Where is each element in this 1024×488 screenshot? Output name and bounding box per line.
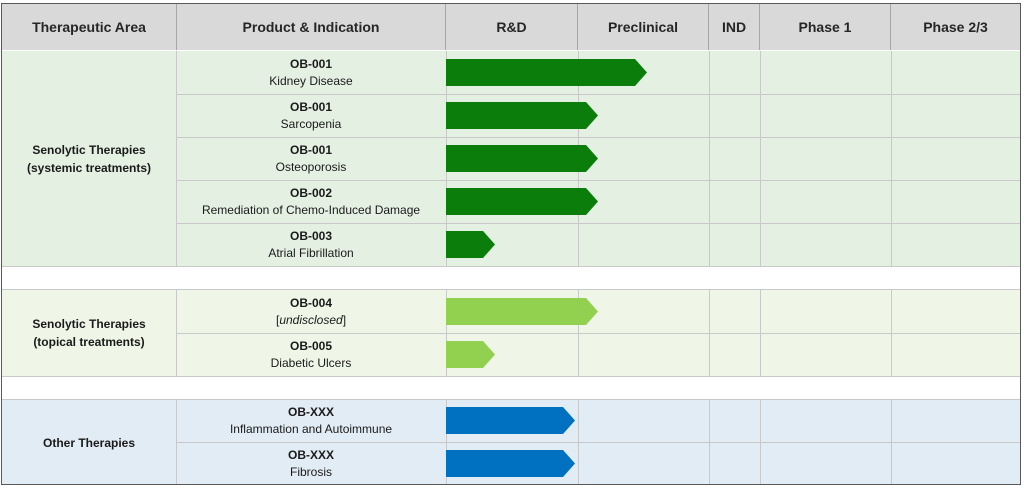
header-stage-phase1: Phase 1	[760, 4, 891, 50]
progress-arrow	[446, 341, 495, 368]
progress-arrow	[446, 407, 575, 434]
group-label-systemic: Senolytic Therapies (systemic treatments…	[2, 51, 176, 266]
progress-arrow-shape	[446, 231, 495, 258]
progress-arrow-shape	[446, 59, 647, 86]
product-cell: OB-001 Kidney Disease	[177, 51, 445, 94]
row-divider	[177, 137, 1020, 138]
band-divider	[2, 289, 1020, 290]
product-cell: OB-001 Osteoporosis	[177, 137, 445, 180]
product-code: OB-001	[289, 142, 333, 157]
product-cell: OB-XXX Inflammation and Autoimmune	[177, 400, 445, 442]
product-indication: [undisclosed]	[276, 312, 346, 329]
band-divider	[2, 266, 1020, 267]
progress-arrow-shape	[446, 145, 598, 172]
header-product-indication: Product & Indication	[177, 4, 446, 50]
product-code: OB-005	[289, 338, 333, 353]
column-divider	[760, 290, 761, 376]
group-label-line1: Senolytic Therapies	[32, 142, 146, 157]
row-divider	[177, 94, 1020, 95]
group-label-line1: Other Therapies	[42, 435, 136, 450]
row-divider	[177, 223, 1020, 224]
column-divider	[709, 51, 710, 266]
header-stage-rd: R&D	[446, 4, 578, 50]
header-stage-phase23: Phase 2/3	[891, 4, 1020, 50]
column-divider	[760, 400, 761, 485]
product-cell: OB-005 Diabetic Ulcers	[177, 333, 445, 376]
band-divider	[2, 376, 1020, 377]
progress-arrow	[446, 450, 575, 477]
row-divider	[177, 180, 1020, 181]
product-code: OB-003	[289, 228, 333, 243]
row-divider	[177, 333, 1020, 334]
progress-arrow-shape	[446, 450, 575, 477]
product-code: OB-XXX	[287, 405, 334, 419]
product-indication: Osteoporosis	[275, 159, 347, 174]
progress-arrow-shape	[446, 407, 575, 434]
product-indication: Sarcopenia	[280, 116, 342, 131]
product-cell: OB-004 [undisclosed]	[177, 290, 445, 333]
column-divider	[709, 400, 710, 485]
column-divider	[891, 400, 892, 485]
product-code: OB-XXX	[287, 447, 334, 462]
column-divider	[760, 51, 761, 266]
progress-arrow	[446, 59, 647, 86]
product-indication: Kidney Disease	[269, 73, 353, 88]
column-divider	[709, 290, 710, 376]
product-cell: OB-XXX Fibrosis	[177, 442, 445, 485]
product-code: OB-001	[289, 99, 333, 114]
product-code: OB-002	[289, 185, 333, 200]
column-divider	[578, 400, 579, 485]
product-indication: Remediation of Chemo-Induced Damage	[201, 202, 421, 217]
progress-arrow	[446, 188, 598, 215]
progress-arrow-shape	[446, 102, 598, 129]
product-cell: OB-002 Remediation of Chemo-Induced Dama…	[177, 180, 445, 223]
product-cell: OB-001 Sarcopenia	[177, 94, 445, 137]
column-divider	[891, 51, 892, 266]
progress-arrow	[446, 145, 598, 172]
header-therapeutic-area: Therapeutic Area	[2, 4, 177, 50]
column-divider	[446, 290, 447, 376]
progress-arrow-shape	[446, 341, 495, 368]
group-label-line2: (systemic treatments)	[26, 160, 152, 175]
row-divider	[177, 442, 1020, 443]
column-divider	[446, 400, 447, 485]
bracket-close: ]	[342, 312, 347, 327]
group-label-line1: Senolytic Therapies	[32, 317, 146, 331]
product-code: OB-004	[289, 295, 333, 310]
product-indication-italic: undisclosed	[279, 312, 343, 327]
progress-arrow-shape	[446, 298, 598, 325]
product-code: OB-001	[289, 56, 333, 71]
group-label-other: Other Therapies	[2, 400, 176, 485]
group-label-line2: (topical treatments)	[33, 335, 145, 349]
column-divider	[176, 400, 177, 485]
progress-arrow	[446, 231, 495, 258]
column-divider	[578, 290, 579, 376]
column-divider	[176, 290, 177, 376]
header-stage-preclinical: Preclinical	[578, 4, 709, 50]
band-divider	[2, 399, 1020, 400]
progress-arrow	[446, 298, 598, 325]
product-indication: Inflammation and Autoimmune	[229, 422, 393, 436]
product-indication: Atrial Fibrillation	[268, 245, 354, 260]
product-cell: OB-003 Atrial Fibrillation	[177, 223, 445, 266]
product-indication: Fibrosis	[289, 464, 332, 479]
column-divider	[891, 290, 892, 376]
progress-arrow-shape	[446, 188, 598, 215]
product-indication: Diabetic Ulcers	[270, 355, 352, 370]
header-stage-ind: IND	[709, 4, 760, 50]
progress-arrow	[446, 102, 598, 129]
group-label-topical: Senolytic Therapies (topical treatments)	[2, 290, 176, 376]
bracket-open: [	[275, 312, 280, 327]
column-divider	[176, 51, 177, 266]
